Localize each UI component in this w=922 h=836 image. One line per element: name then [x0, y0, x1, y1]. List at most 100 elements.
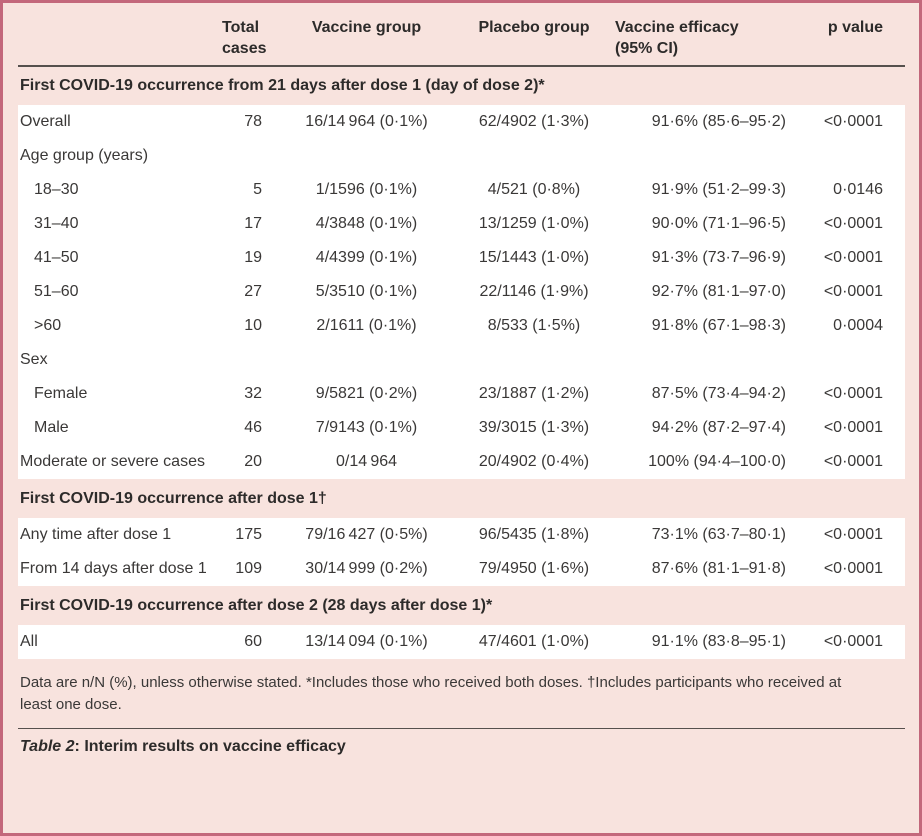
row-label: Moderate or severe cases	[20, 453, 205, 470]
section-1-rows: Overall 78 16/14 964 (0·1%) 62/4902 (1·3…	[18, 105, 905, 479]
cell-p-value: <0·0001	[823, 385, 883, 402]
table-row-group-label: Sex	[18, 343, 905, 377]
cell-placebo-group: 13/1259 (1·0%)	[478, 215, 590, 232]
row-label: Sex	[20, 351, 48, 368]
cell-total-cases: 60	[244, 633, 262, 650]
table-row: Male 46 7/9143 (0·1%) 39/3015 (1·3%) 94·…	[18, 411, 905, 445]
cell-placebo-group: 8/533 (1·5%)	[487, 317, 581, 334]
row-label: 18–30	[34, 181, 79, 198]
cell-p-value: <0·0001	[823, 283, 883, 300]
header-rule	[18, 65, 905, 67]
cell-total-cases: 109	[235, 560, 262, 577]
header-total-cases: Total cases	[222, 19, 267, 57]
row-label: From 14 days after dose 1	[20, 560, 207, 577]
cell-vaccine-efficacy: 91·3% (73·7–96·9)	[651, 249, 786, 266]
table-row: >60 10 2/1611 (0·1%) 8/533 (1·5%) 91·8% …	[18, 309, 905, 343]
cell-vaccine-efficacy: 91·6% (85·6–95·2)	[651, 113, 786, 130]
cell-vaccine-efficacy: 94·2% (87·2–97·4)	[651, 419, 786, 436]
cell-placebo-group: 22/1146 (1·9%)	[479, 283, 589, 300]
cell-placebo-group: 96/5435 (1·8%)	[478, 526, 590, 543]
cell-vaccine-group: 79/16 427 (0·5%)	[305, 526, 428, 543]
cell-p-value: <0·0001	[823, 526, 883, 543]
row-label: >60	[34, 317, 62, 334]
cell-vaccine-group: 30/14 999 (0·2%)	[305, 560, 428, 577]
cell-p-value: <0·0001	[823, 560, 883, 577]
cell-placebo-group: 47/4601 (1·0%)	[478, 633, 590, 650]
cell-total-cases: 20	[244, 453, 262, 470]
cell-vaccine-group: 5/3510 (0·1%)	[315, 283, 418, 300]
row-label: Overall	[20, 113, 71, 130]
cell-p-value: 0·0146	[833, 181, 883, 198]
cell-p-value: <0·0001	[823, 453, 883, 470]
table-header-row: Total cases Vaccine group Placebo group …	[18, 3, 905, 59]
cell-vaccine-group: 7/9143 (0·1%)	[315, 419, 418, 436]
cell-vaccine-group: 4/4399 (0·1%)	[315, 249, 418, 266]
cell-vaccine-efficacy: 91·9% (51·2–99·3)	[651, 181, 786, 198]
row-label: All	[20, 633, 38, 650]
cell-vaccine-efficacy: 91·1% (83·8–95·1)	[651, 633, 786, 650]
cell-vaccine-group: 1/1596 (0·1%)	[315, 181, 418, 198]
cell-vaccine-efficacy: 87·5% (73·4–94·2)	[651, 385, 786, 402]
table-row: 51–60 27 5/3510 (0·1%) 22/1146 (1·9%) 92…	[18, 275, 905, 309]
cell-placebo-group: 79/4950 (1·6%)	[478, 560, 590, 577]
cell-placebo-group: 15/1443 (1·0%)	[478, 249, 590, 266]
cell-p-value: <0·0001	[823, 419, 883, 436]
cell-vaccine-efficacy: 92·7% (81·1–97·0)	[651, 283, 786, 300]
table-row: Female 32 9/5821 (0·2%) 23/1887 (1·2%) 8…	[18, 377, 905, 411]
cell-total-cases: 32	[244, 385, 262, 402]
cell-total-cases: 19	[244, 249, 262, 266]
cell-vaccine-efficacy: 73·1% (63·7–80·1)	[651, 526, 786, 543]
row-label: Age group (years)	[20, 147, 149, 164]
header-vaccine-efficacy: Vaccine efficacy (95% CI)	[615, 19, 739, 57]
table-row: 18–30 5 1/1596 (0·1%) 4/521 (0·8%) 91·9%…	[18, 173, 905, 207]
cell-p-value: <0·0001	[823, 215, 883, 232]
row-label: Any time after dose 1	[20, 526, 172, 543]
table-row: Moderate or severe cases 20 0/14 964 20/…	[18, 445, 905, 479]
cell-vaccine-group: 16/14 964 (0·1%)	[305, 113, 428, 130]
table-row: 31–40 17 4/3848 (0·1%) 13/1259 (1·0%) 90…	[18, 207, 905, 241]
table-caption: Table 2: Interim results on vaccine effi…	[18, 729, 905, 757]
caption-table-number: Table 2	[20, 738, 75, 755]
section-title-dose1-21days: First COVID-19 occurrence from 21 days a…	[20, 77, 545, 94]
cell-vaccine-group: 2/1611 (0·1%)	[316, 317, 417, 334]
cell-p-value: <0·0001	[823, 633, 883, 650]
cell-total-cases: 27	[244, 283, 262, 300]
cell-p-value: <0·0001	[823, 249, 883, 266]
row-label: 41–50	[34, 249, 79, 266]
cell-total-cases: 175	[235, 526, 262, 543]
cell-vaccine-efficacy: 90·0% (71·1–96·5)	[651, 215, 786, 232]
table-footnote: Data are n/N (%), unless otherwise state…	[20, 674, 842, 713]
cell-vaccine-efficacy: 87·6% (81·1–91·8)	[651, 560, 786, 577]
cell-vaccine-group: 4/3848 (0·1%)	[315, 215, 418, 232]
section-2-rows: Any time after dose 1 175 79/16 427 (0·5…	[18, 518, 905, 586]
row-label: 51–60	[34, 283, 79, 300]
cell-p-value: 0·0004	[833, 317, 883, 334]
table-row: Overall 78 16/14 964 (0·1%) 62/4902 (1·3…	[18, 105, 905, 139]
row-label: Female	[34, 385, 88, 402]
table-row: Any time after dose 1 175 79/16 427 (0·5…	[18, 518, 905, 552]
cell-p-value: <0·0001	[823, 113, 883, 130]
table-row: 41–50 19 4/4399 (0·1%) 15/1443 (1·0%) 91…	[18, 241, 905, 275]
table-row: From 14 days after dose 1 109 30/14 999 …	[18, 552, 905, 586]
row-label: 31–40	[34, 215, 79, 232]
cell-total-cases: 10	[244, 317, 262, 334]
cell-placebo-group: 20/4902 (0·4%)	[478, 453, 590, 470]
header-vaccine-group: Vaccine group	[311, 19, 422, 36]
section-title-after-dose2: First COVID-19 occurrence after dose 2 (…	[20, 597, 493, 614]
caption-rule	[18, 728, 905, 729]
table-content: Total cases Vaccine group Placebo group …	[18, 3, 905, 757]
cell-vaccine-group: 13/14 094 (0·1%)	[305, 633, 428, 650]
cell-vaccine-group: 9/5821 (0·2%)	[315, 385, 418, 402]
table-row-group-label: Age group (years)	[18, 139, 905, 173]
caption-title: : Interim results on vaccine efficacy	[74, 738, 346, 755]
cell-placebo-group: 62/4902 (1·3%)	[478, 113, 590, 130]
cell-vaccine-group: 0/14 964	[335, 453, 398, 470]
row-label: Male	[34, 419, 69, 436]
cell-vaccine-efficacy: 91·8% (67·1–98·3)	[651, 317, 786, 334]
cell-total-cases: 5	[253, 181, 262, 198]
cell-total-cases: 78	[244, 113, 262, 130]
cell-placebo-group: 23/1887 (1·2%)	[478, 385, 590, 402]
cell-vaccine-efficacy: 100% (94·4–100·0)	[648, 453, 786, 470]
table-row: All 60 13/14 094 (0·1%) 47/4601 (1·0%) 9…	[18, 625, 905, 659]
